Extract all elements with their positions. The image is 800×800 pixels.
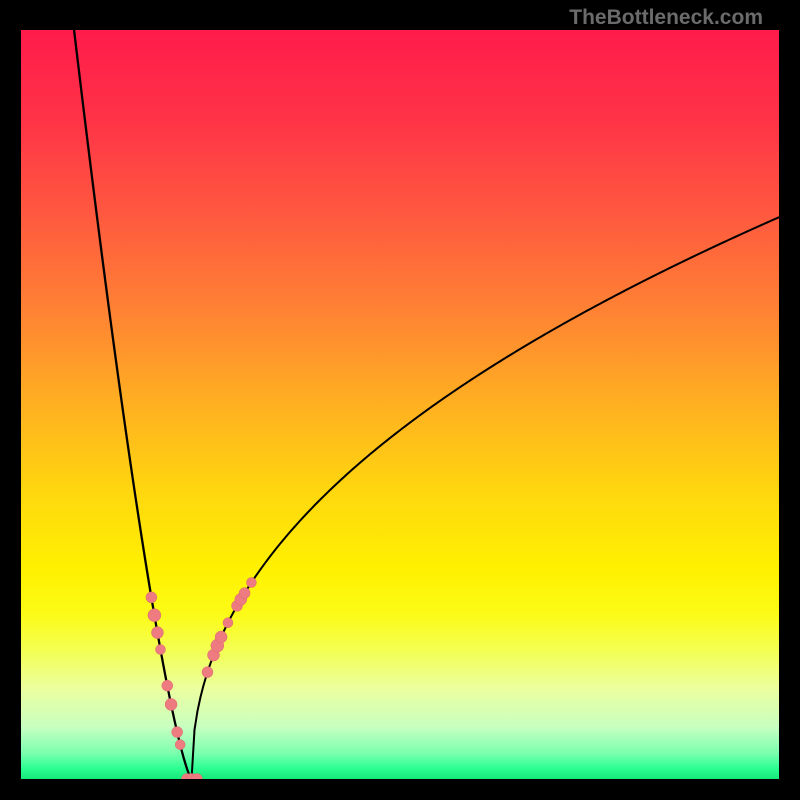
data-marker xyxy=(146,592,157,603)
data-marker xyxy=(239,588,250,599)
data-marker xyxy=(246,578,256,588)
data-marker xyxy=(155,645,165,655)
chart-svg xyxy=(21,30,779,779)
data-marker xyxy=(223,618,233,628)
data-marker xyxy=(148,609,161,622)
data-marker xyxy=(175,740,185,750)
data-marker xyxy=(151,627,163,639)
data-marker xyxy=(165,698,177,710)
data-marker xyxy=(215,631,227,643)
plot-area xyxy=(21,30,779,779)
watermark-text: TheBottleneck.com xyxy=(569,6,763,30)
data-marker xyxy=(162,680,173,691)
data-marker xyxy=(202,667,213,678)
gradient-background xyxy=(21,30,779,779)
chart-frame: TheBottleneck.com xyxy=(0,0,800,800)
data-marker xyxy=(172,727,183,738)
